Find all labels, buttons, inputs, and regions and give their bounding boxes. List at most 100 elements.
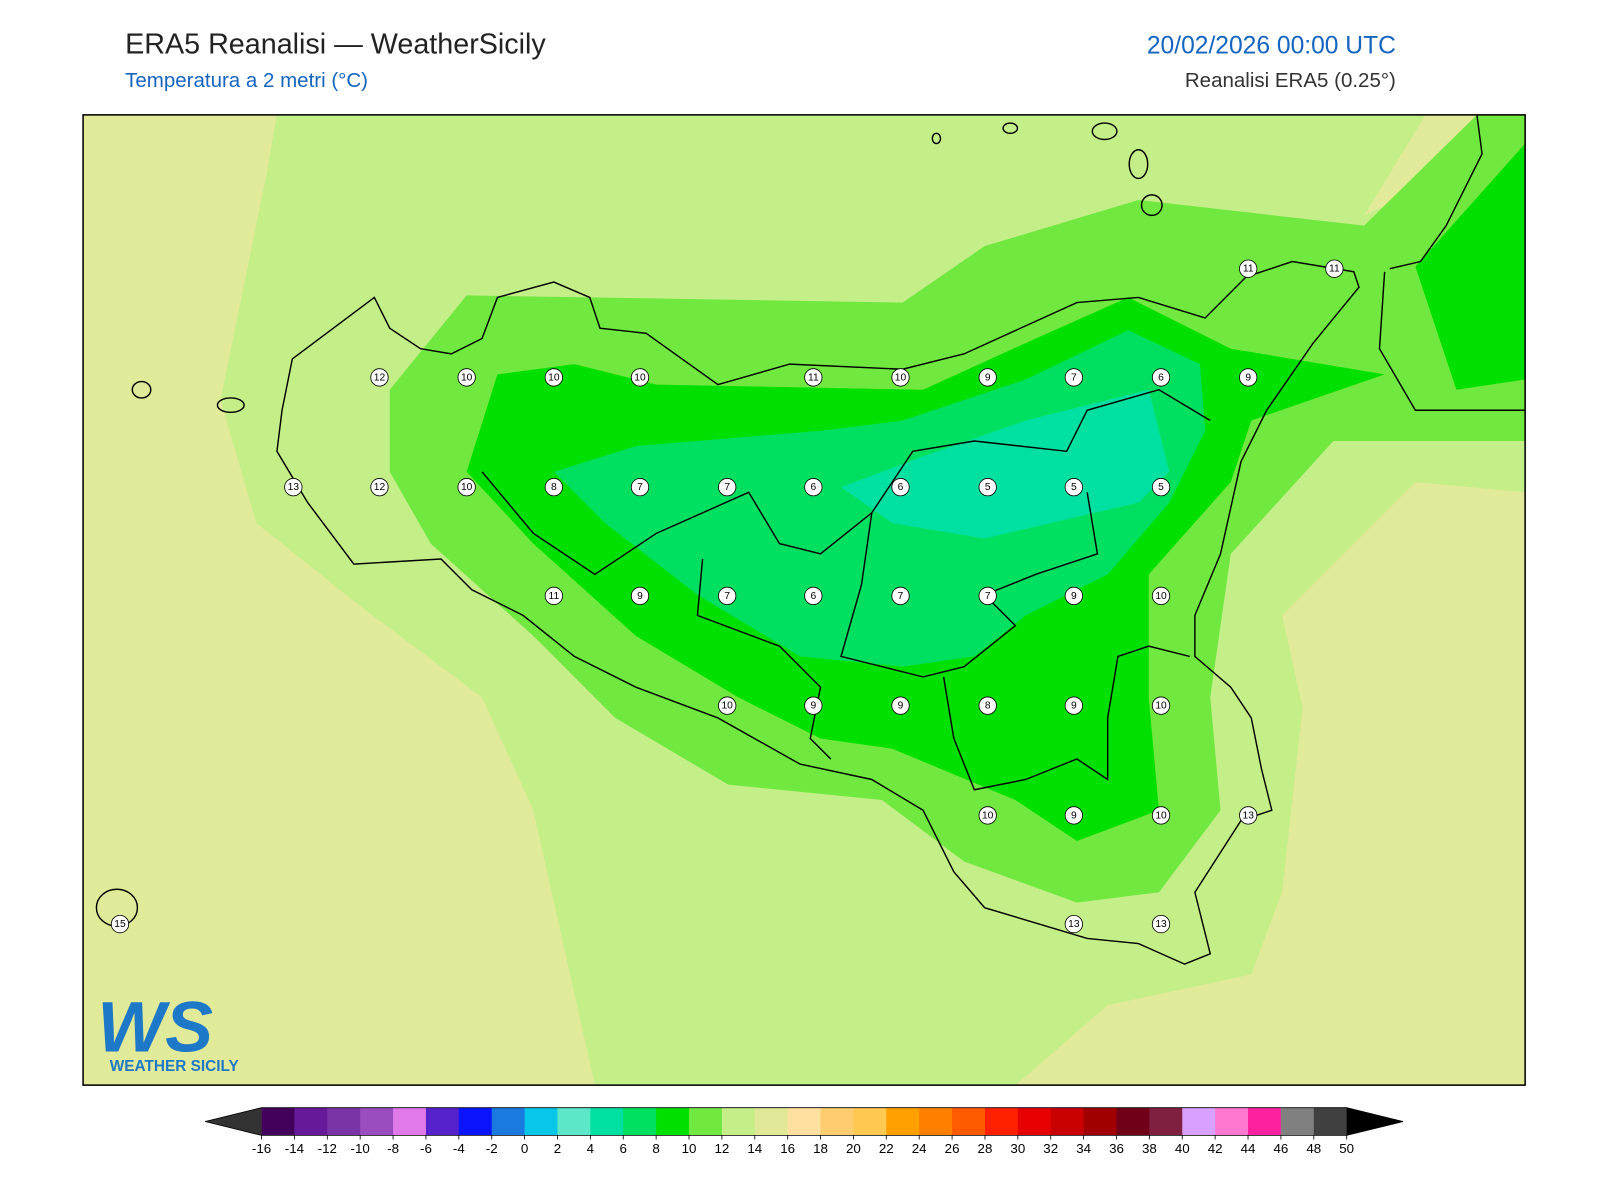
colorbar-swatch [557, 1107, 591, 1136]
colorbar-label: 8 [652, 1141, 659, 1156]
station-marker [1325, 259, 1344, 278]
station-marker [370, 478, 389, 497]
station: 5 [1151, 478, 1171, 497]
station: 13 [284, 478, 303, 497]
station-marker [718, 478, 737, 497]
station-value: 8 [985, 701, 991, 712]
colorbar-label: 2 [554, 1141, 561, 1156]
station-value: 5 [1158, 482, 1164, 493]
station-marker [718, 586, 737, 606]
colorbar-swatch [1050, 1107, 1085, 1136]
station: 6 [804, 478, 823, 497]
colorbar-swatch [1215, 1107, 1249, 1136]
colorbar-label: 32 [1043, 1141, 1058, 1156]
station-value: 10 [634, 372, 646, 383]
station-value: 9 [1071, 810, 1077, 821]
station-value: 11 [549, 591, 560, 602]
station-marker [544, 478, 563, 497]
station-marker [630, 586, 650, 606]
colorbar-label: -8 [387, 1141, 399, 1156]
station: 10 [457, 478, 476, 497]
station-value: 9 [898, 701, 904, 712]
station-marker [370, 368, 389, 387]
station-marker [718, 696, 737, 715]
logo-name: WEATHER SICILY [110, 1058, 239, 1075]
station-value: 9 [1071, 701, 1077, 712]
map-frame [82, 114, 1526, 1086]
station-value: 13 [288, 482, 300, 493]
station: 13 [1239, 806, 1258, 825]
subtitle: Temperatura a 2 metri (°C) [125, 69, 368, 92]
station-marker [1151, 696, 1171, 715]
station: 10 [630, 368, 650, 387]
colorbar-label: 34 [1076, 1141, 1091, 1156]
colorbar-label: 20 [846, 1141, 861, 1156]
colorbar-swatch [524, 1107, 558, 1136]
station: 10 [1151, 586, 1171, 606]
colorbar-label: -2 [486, 1141, 498, 1156]
map-fill: 12 10 10 10 11 10 9 7 6 9 13 12 10 8 7 7 6 6 5 5 5 11 9 7 6 7 7 9 10… [83, 114, 1526, 1086]
station-value: 7 [724, 482, 730, 493]
station: 13 [1064, 914, 1083, 934]
field [841, 389, 1170, 539]
colorbar-swatch [623, 1107, 657, 1136]
station-marker [1064, 914, 1083, 934]
station: 6 [804, 586, 823, 606]
colorbar-label: 38 [1142, 1141, 1157, 1156]
station-value: 7 [724, 591, 730, 602]
colorbar: -16 -14 -12 -10 -8 -6 -4 -2 0 2 4 6 8 10 12 14 16 18 20 22 2… [205, 1107, 1404, 1156]
station-marker [1064, 806, 1083, 825]
station-value: 6 [898, 482, 904, 493]
station-value: 10 [1155, 810, 1167, 821]
title: ERA5 Reanalisi — WeatherSicily [125, 28, 546, 60]
station: 7 [1064, 368, 1083, 387]
station: 10 [1151, 806, 1171, 825]
station-value: 7 [637, 482, 643, 493]
station-marker [891, 586, 910, 606]
colorbar-swatch [261, 1107, 295, 1136]
station-marker [804, 696, 823, 715]
colorbar-label: -4 [453, 1141, 465, 1156]
station-value: 6 [1158, 372, 1164, 383]
colorbar-swatch [1313, 1107, 1348, 1136]
colorbar-swatch [1017, 1107, 1052, 1136]
station-marker [804, 586, 823, 606]
colorbar-label: 44 [1241, 1141, 1256, 1156]
station: 7 [718, 478, 737, 497]
station: 9 [630, 586, 650, 606]
station-value: 10 [721, 701, 733, 712]
colorbar-swatch [689, 1107, 723, 1136]
station-value: 5 [985, 482, 991, 493]
station: 11 [804, 368, 823, 387]
station: 7 [891, 586, 910, 606]
colorbar-swatch [1280, 1107, 1315, 1136]
station-value: 7 [985, 591, 991, 602]
field [1415, 143, 1526, 390]
station-marker [978, 478, 997, 497]
station: 9 [804, 696, 823, 715]
colorbar-label: -12 [318, 1141, 337, 1156]
station-marker [1064, 478, 1083, 497]
colorbar-label: -10 [351, 1141, 370, 1156]
colorbar-label: 0 [521, 1141, 528, 1156]
station-value: 15 [114, 919, 126, 930]
station-value: 11 [1243, 264, 1254, 275]
station: 13 [1151, 914, 1171, 934]
station-value: 6 [810, 591, 816, 602]
colorbar-label: 22 [879, 1141, 894, 1156]
points: 12 10 10 10 11 10 9 7 6 9 13 12 10 8 7 7 6 6 5 5 5 11 9 7 6 7 7 9 10… [110, 259, 1344, 934]
station-value: 10 [461, 482, 473, 493]
colorbar-label: 6 [620, 1141, 627, 1156]
station: 7 [718, 586, 737, 606]
station: 5 [978, 478, 997, 497]
station: 15 [110, 914, 130, 934]
station-value: 6 [810, 482, 816, 493]
station: 8 [978, 696, 997, 715]
station-value: 8 [551, 482, 557, 493]
station-marker [110, 914, 130, 934]
logo-mark: WS [97, 987, 213, 1067]
colorbar-swatch [360, 1107, 394, 1136]
colorbar-label: -16 [252, 1141, 271, 1156]
station-marker [1151, 478, 1171, 497]
station-marker [804, 368, 823, 387]
